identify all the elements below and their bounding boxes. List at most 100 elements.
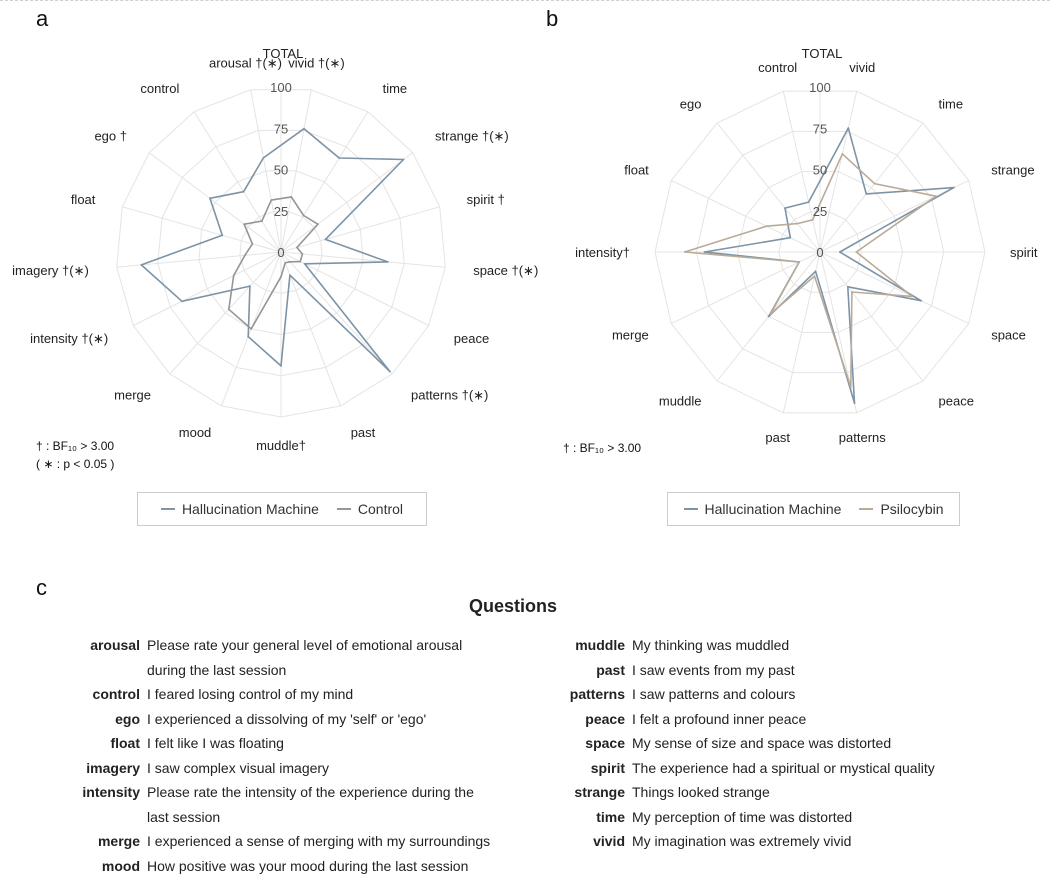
question-term: space [555, 731, 632, 756]
data-point [263, 157, 265, 159]
series-line-hallucination-machine [705, 128, 954, 403]
data-point [766, 225, 768, 227]
data-point [920, 300, 922, 302]
legend-swatch [684, 508, 698, 510]
data-point [338, 157, 340, 159]
question-term: arousal [70, 633, 147, 658]
legend-swatch [161, 508, 175, 510]
axis-label-imagery: imagery †(∗) [12, 263, 89, 278]
data-point [303, 215, 305, 217]
data-point [247, 336, 249, 338]
data-point [855, 251, 857, 253]
question-term: time [555, 805, 632, 830]
legend-item-psilocybin: Psilocybin [859, 501, 943, 517]
data-point [847, 286, 849, 288]
note-bf: † : BF₁₀ > 3.00 [563, 439, 641, 457]
center-axis-label: TOTAL [802, 46, 843, 61]
question-text: My thinking was muddled [632, 633, 789, 658]
data-point [953, 187, 955, 189]
grid-spoke [820, 252, 969, 324]
question-term: spirit [555, 756, 632, 781]
radial-tick-label: 100 [809, 80, 831, 95]
question-text: How positive was your mood during the la… [147, 854, 468, 878]
question-text: I experienced a dissolving of my 'self' … [147, 707, 426, 732]
radial-tick-label: 0 [816, 245, 823, 260]
data-point [684, 251, 686, 253]
data-point [249, 285, 251, 287]
data-point [280, 365, 282, 367]
axis-label-peace: peace [454, 331, 489, 346]
question-text: My imagination was extremely vivid [632, 829, 851, 854]
data-point [768, 316, 770, 318]
axis-label-control: control [758, 60, 797, 75]
data-point [244, 254, 246, 256]
axis-label-spirit: spirit [1010, 245, 1038, 260]
data-point [850, 386, 852, 388]
questions-title: Questions [0, 596, 1026, 617]
legend-item-hallucination-machine: Hallucination Machine [684, 501, 842, 517]
legend-swatch [859, 508, 873, 510]
grid-spoke [281, 153, 413, 252]
question-term [70, 658, 147, 683]
data-point [299, 261, 301, 263]
data-point [290, 196, 292, 198]
grid-spoke [671, 180, 820, 252]
axis-label-space: space †(∗) [473, 263, 538, 278]
question-term: past [555, 658, 632, 683]
axis-label-arousal: arousal †(∗) [209, 55, 282, 70]
data-point [854, 402, 856, 404]
legend-label: Hallucination Machine [705, 501, 842, 517]
question-text: Please rate the intensity of the experie… [147, 780, 474, 805]
axis-label-patterns: patterns †(∗) [411, 388, 488, 403]
question-text: I saw patterns and colours [632, 682, 795, 707]
axis-label-vivid: vivid [849, 60, 875, 75]
legend-label: Psilocybin [880, 501, 943, 517]
legend-item-hallucination-machine: Hallucination Machine [161, 501, 319, 517]
axis-label-control: control [140, 81, 179, 96]
data-point [233, 275, 235, 277]
data-point [808, 201, 810, 203]
question-text: during the last session [147, 658, 286, 683]
data-point [280, 276, 282, 278]
data-point [243, 223, 245, 225]
question-text: My sense of size and space was distorted [632, 731, 891, 756]
data-point [302, 253, 304, 255]
legend-a: Hallucination Machine Control [137, 492, 427, 526]
data-point [296, 247, 298, 249]
axis-label-float: float [624, 163, 649, 178]
question-term: imagery [70, 756, 147, 781]
data-point [403, 159, 405, 161]
legend-label: Hallucination Machine [182, 501, 319, 517]
data-point [797, 223, 799, 225]
data-point [252, 243, 254, 245]
axis-label-time: time [383, 81, 408, 96]
question-term: strange [555, 780, 632, 805]
data-point [284, 262, 286, 264]
axis-label-spirit: spirit † [467, 192, 505, 207]
question-term: ego [70, 707, 147, 732]
legend-label: Control [358, 501, 403, 517]
data-point [221, 234, 223, 236]
axis-label-intensity: intensity †(∗) [30, 331, 108, 346]
axis-label-intensity: intensity† [575, 245, 630, 260]
data-point [270, 199, 272, 201]
data-point [814, 275, 816, 277]
question-term: mood [70, 854, 147, 878]
legend-b: Hallucination Machine Psilocybin [667, 492, 960, 526]
radial-tick-label: 25 [274, 204, 288, 219]
axis-label-mood: mood [179, 425, 212, 440]
axis-label-ego: ego † [94, 129, 127, 144]
question-term [70, 805, 147, 830]
data-point [935, 195, 937, 197]
data-point [911, 296, 913, 298]
